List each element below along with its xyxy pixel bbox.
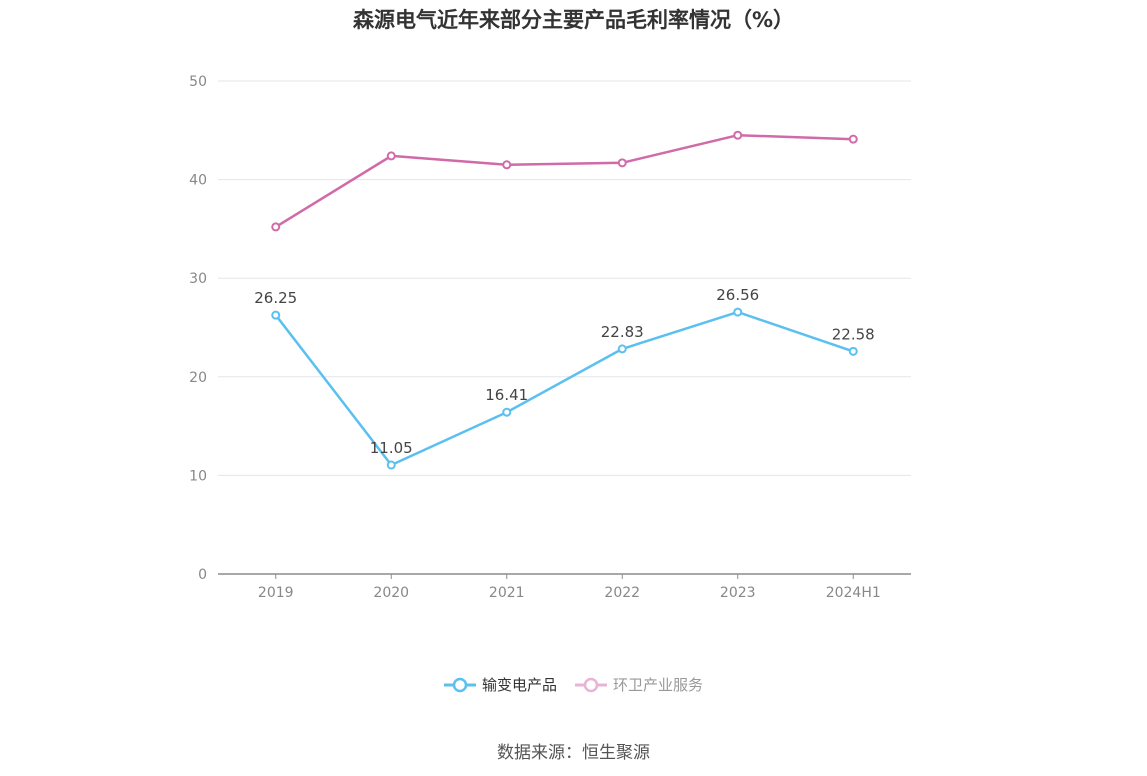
data-point <box>733 130 743 140</box>
legend: 输变电产品 环卫产业服务 <box>0 674 1147 695</box>
data-label: 22.83 <box>601 323 644 341</box>
x-tick-label: 2024H1 <box>826 585 881 601</box>
legend-item-series-2[interactable]: 环卫产业服务 <box>575 674 703 695</box>
source-note: 数据来源：恒生聚源 <box>497 743 650 763</box>
legend-marker-icon <box>575 677 607 692</box>
data-point <box>386 151 396 161</box>
x-tick-label: 2019 <box>258 585 294 601</box>
data-point <box>848 346 858 356</box>
series-line-2 <box>275 133 854 228</box>
legend-item-series-1[interactable]: 输变电产品 <box>443 674 557 695</box>
legend-marker-icon <box>443 677 476 692</box>
x-tick-label: 2020 <box>373 585 409 601</box>
series-line-1 <box>274 310 854 467</box>
y-tick-label: 50 <box>189 74 207 90</box>
data-point <box>502 160 512 170</box>
legend-label: 环卫产业服务 <box>613 676 704 694</box>
data-point <box>848 134 858 144</box>
y-tick-label: 20 <box>189 370 207 386</box>
data-point <box>502 407 512 417</box>
series-lines <box>271 130 858 470</box>
data-point <box>733 307 743 317</box>
data-point <box>271 310 281 320</box>
y-tick-label: 10 <box>189 468 207 484</box>
data-label: 16.41 <box>485 386 528 404</box>
y-tick-label: 0 <box>198 567 207 583</box>
y-tick-label: 40 <box>189 173 207 189</box>
x-tick-label: 2023 <box>720 585 756 601</box>
data-label: 11.05 <box>370 439 413 457</box>
data-labels: 26.25 11.05 16.41 22.83 26.56 22.58 <box>254 286 874 457</box>
y-tick-label: 30 <box>189 271 207 287</box>
data-label: 26.25 <box>254 289 297 307</box>
data-label: 26.56 <box>716 286 759 304</box>
legend-label: 输变电产品 <box>481 676 557 694</box>
chart-title: 森源电气近年来部分主要产品毛利率情况（%） <box>352 8 795 32</box>
x-tick-label: 2022 <box>604 585 640 601</box>
data-point <box>386 460 396 470</box>
axes: 0 10 20 30 40 50 2019 2020 2021 2022 2023 2024H1 <box>189 74 911 601</box>
data-point <box>271 222 281 232</box>
x-tick-label: 2021 <box>489 585 525 601</box>
data-point <box>617 158 627 168</box>
data-label: 22.58 <box>832 325 875 343</box>
grid-lines <box>218 80 911 476</box>
data-point <box>617 344 627 354</box>
